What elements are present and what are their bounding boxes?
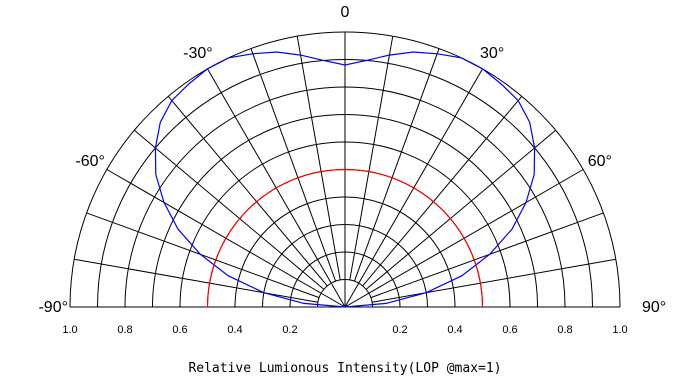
radial-tick-label: 0.8	[557, 324, 572, 336]
angular-gridline	[74, 258, 319, 303]
radial-tick-label: 0.4	[227, 324, 242, 336]
angle-label: -30°	[183, 45, 213, 62]
angular-gridline	[370, 212, 604, 299]
angular-gridline	[86, 212, 320, 299]
angle-label: 0	[341, 4, 350, 21]
data-series	[154, 51, 536, 308]
angular-gridline	[167, 96, 328, 287]
series-line-2	[206, 168, 484, 308]
radial-tick-label: 0.6	[172, 324, 187, 336]
angle-label: 60°	[588, 153, 612, 170]
radial-tick-label: 1.0	[62, 324, 77, 336]
radial-tick-label: 0.6	[502, 324, 517, 336]
radial-tick-label: 0.8	[117, 324, 132, 336]
angle-label: 90°	[642, 299, 666, 316]
radial-tick-label: 0.2	[392, 324, 407, 336]
angular-gridline	[353, 48, 440, 282]
angular-gridline	[296, 36, 341, 281]
angular-gridline	[365, 129, 556, 290]
angular-gridline	[362, 96, 523, 287]
angular-gridline	[371, 258, 616, 303]
angular-gridline	[250, 48, 337, 282]
series-line-1	[154, 51, 536, 308]
radial-tick-label: 1.0	[612, 324, 627, 336]
angle-label: 30°	[480, 45, 504, 62]
angular-gridline	[134, 129, 325, 290]
radial-tick-label: 0.4	[447, 324, 462, 336]
angular-gridline	[349, 36, 394, 281]
angle-label: -90°	[38, 299, 68, 316]
angle-label: -60°	[75, 153, 105, 170]
radial-tick-label: 0.2	[282, 324, 297, 336]
chart-labels: 0 -30° 30° -60° 60° -90° 90° 1.0 0.8 0.6 0.4 0.2 0.2…	[38, 4, 666, 336]
x-axis-label: Relative Lumionous Intensity(LOP @max=1)	[188, 361, 501, 376]
